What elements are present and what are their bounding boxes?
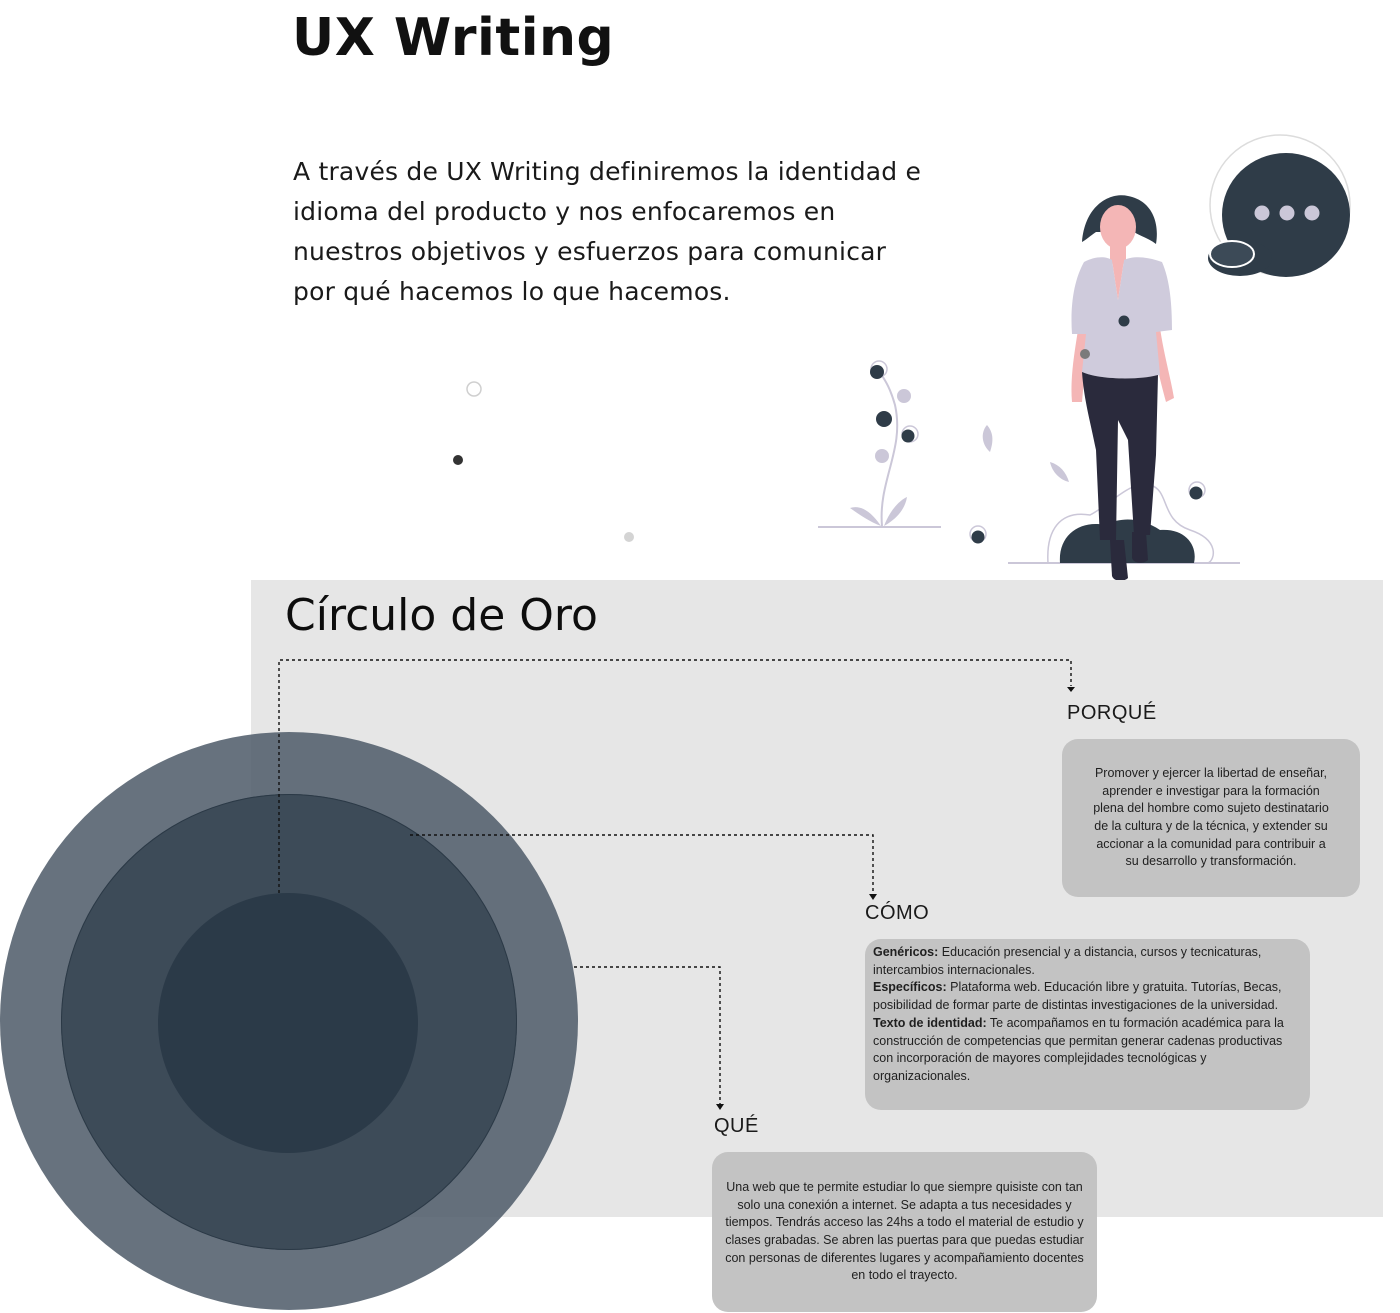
como-label: CÓMO — [865, 902, 930, 924]
como-term: Texto de identidad: — [873, 1015, 987, 1030]
connector-como — [410, 834, 874, 896]
ring-inner-porque — [158, 893, 418, 1153]
como-term: Específicos: — [873, 980, 947, 995]
page-title: UX Writing — [292, 8, 615, 68]
porque-label: PORQUÉ — [1067, 702, 1157, 724]
intro-paragraph: A través de UX Writing definiremos la id… — [293, 157, 922, 306]
connector-porque — [278, 659, 1072, 893]
woman-illustration — [1008, 195, 1240, 581]
que-text: Una web que te permite estudiar lo que s… — [725, 1179, 1084, 1283]
hero-illustration — [453, 134, 1351, 581]
que-card: Una web que te permite estudiar lo que s… — [712, 1152, 1097, 1312]
como-item-especificos: Específicos: Plataforma web. Educación l… — [873, 979, 1302, 1014]
speech-bubble-icon — [1208, 134, 1351, 277]
decor-dot — [466, 381, 482, 397]
como-item-genericos: Genéricos: Educación presencial y a dist… — [873, 944, 1302, 979]
plant-illustration — [818, 360, 941, 528]
arrow-porque — [1067, 687, 1075, 692]
como-text: Plataforma web. Educación libre y gratui… — [873, 980, 1282, 1013]
porque-text: Promover y ejercer la libertad de enseña… — [1093, 765, 1329, 869]
leaf-icon — [1050, 462, 1069, 482]
como-text: Te acompañamos en tu formación académica… — [873, 1015, 1284, 1083]
como-item-identidad: Texto de identidad: Te acompañamos en tu… — [873, 1015, 1302, 1086]
que-label: QUÉ — [714, 1115, 759, 1137]
decor-dot — [624, 532, 634, 542]
como-term: Genéricos: — [873, 945, 939, 959]
connector-que — [574, 966, 721, 1106]
arrow-como — [869, 894, 877, 900]
como-card: Genéricos: Educación presencial y a dist… — [865, 939, 1310, 1110]
como-text: Educación presencial y a distancia, curs… — [873, 945, 1262, 977]
leaf-icon — [982, 425, 993, 452]
porque-card: Promover y ejercer la libertad de enseña… — [1062, 739, 1360, 897]
section-title: Círculo de Oro — [285, 590, 598, 641]
decor-dot — [453, 455, 463, 465]
arrow-que — [716, 1104, 724, 1110]
